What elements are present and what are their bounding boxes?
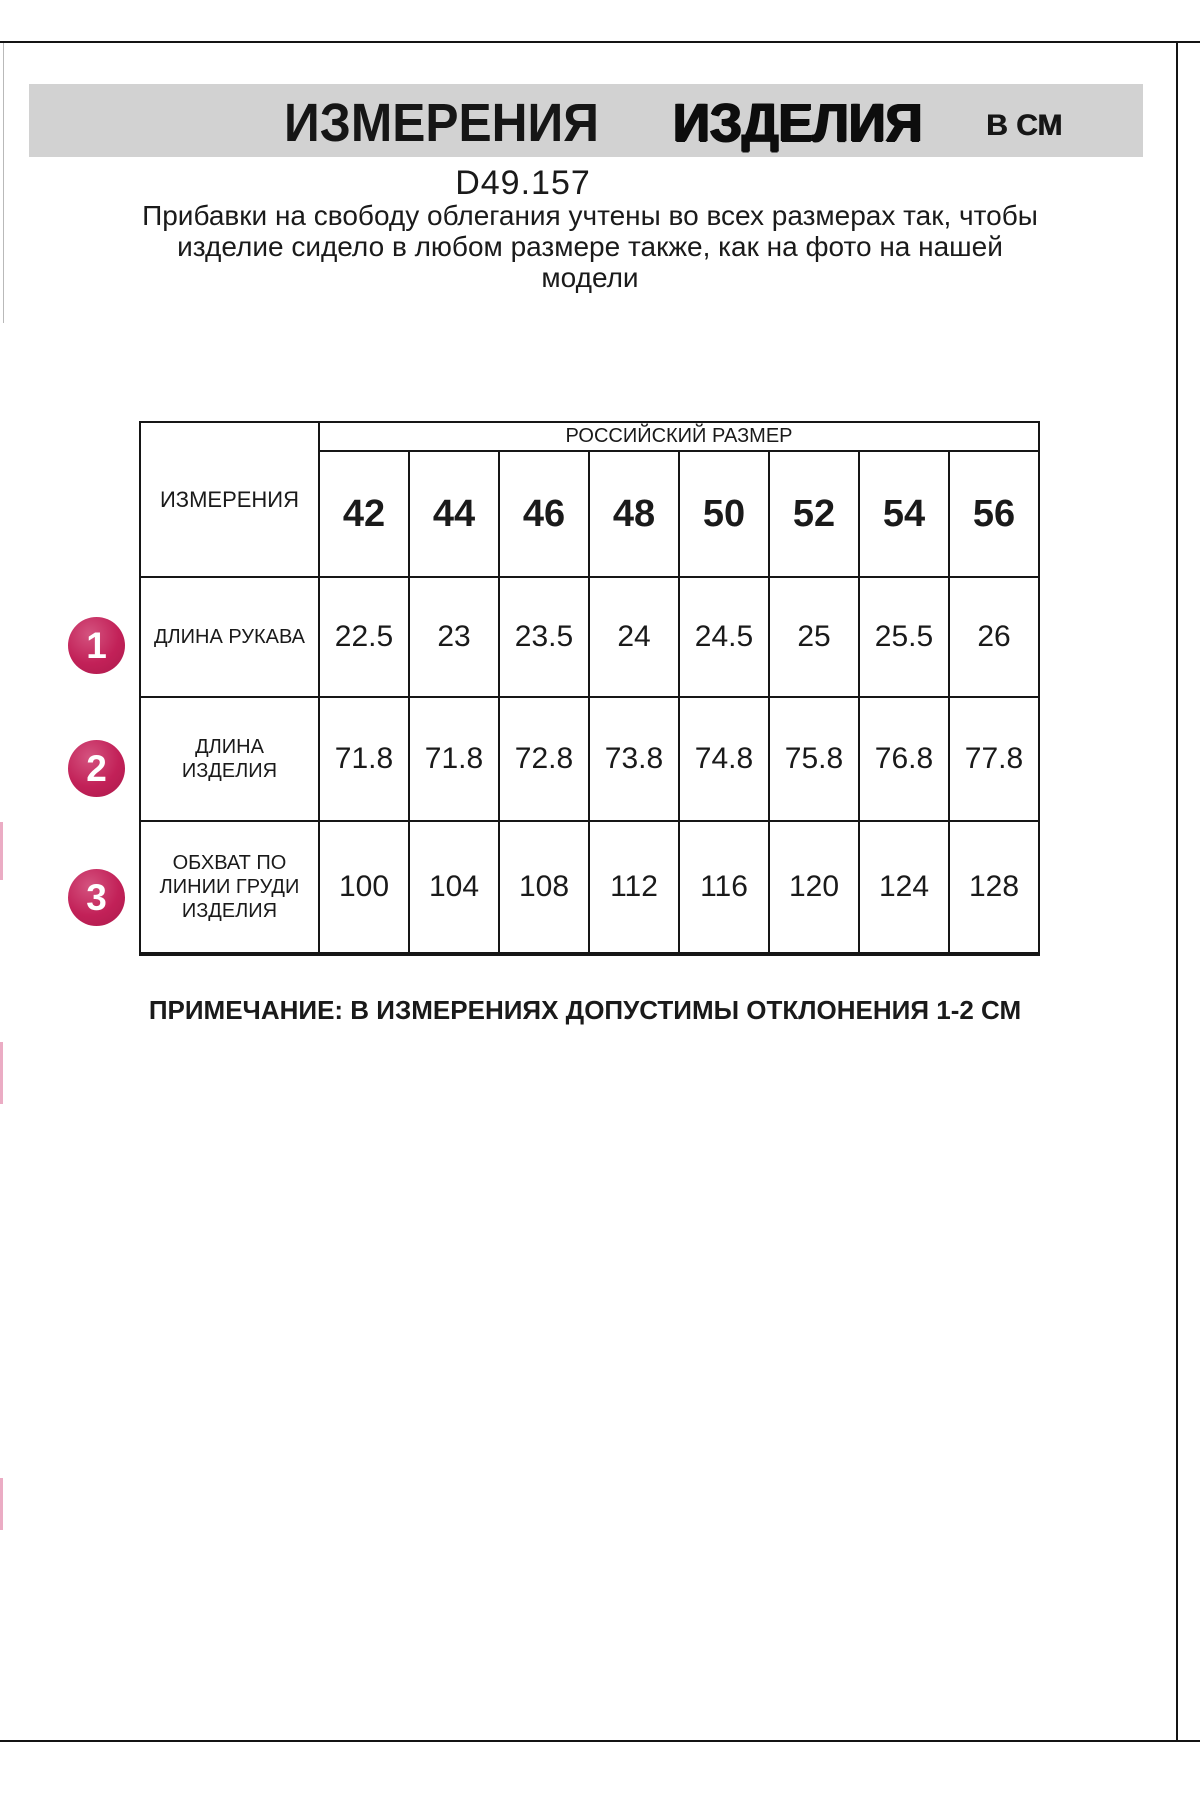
value-cell: 24.5 [678,576,770,698]
size-column-header: 54 [858,450,950,578]
value-cell: 104 [408,820,500,956]
size-column-header: 48 [588,450,680,578]
row-marker-badge-2: 2 [68,740,125,797]
value-cell: 26 [948,576,1040,698]
row-label-line: ОБХВАТ ПО [172,852,287,874]
value-cell: 77.8 [948,696,1040,822]
description-line: Прибавки на свободу облегания учтены во … [142,200,1038,231]
value-cell: 120 [768,820,860,956]
size-column-header: 50 [678,450,770,578]
value-cell: 25.5 [858,576,950,698]
page-border-bottom [0,1740,1200,1742]
value-cell: 71.8 [318,696,410,822]
value-cell: 72.8 [498,696,590,822]
table-group-header-row: ИЗМЕРЕНИЯ РОССИЙСКИЙ РАЗМЕР [139,421,1040,578]
description-line: модели [541,262,639,293]
value-cell: 112 [588,820,680,956]
measurement-row-chest-girth: ОБХВАТ ПО ЛИНИИ ГРУДИ ИЗДЕЛИЯ 100 104 10… [139,820,1040,956]
fit-description: Прибавки на свободу облегания учтены во … [140,200,1040,293]
model-code: D49.157 [455,164,591,202]
title-banner: ИЗМЕРЕНИЯ ИЗДЕЛИЯ В СМ [29,84,1143,157]
scan-artifact [0,822,3,880]
value-cell: 22.5 [318,576,410,698]
row-label-line: ИЗДЕЛИЯ [181,760,278,782]
value-cell: 73.8 [588,696,680,822]
value-cell: 108 [498,820,590,956]
value-cell: 74.8 [678,696,770,822]
description-line: изделие сидело в любом размере также, ка… [177,231,1003,262]
size-column-header: 42 [318,450,410,578]
value-cell: 23.5 [498,576,590,698]
row-label-line: ДЛИНА РУКАВА [154,626,305,648]
value-cell: 128 [948,820,1040,956]
corner-header-cell: ИЗМЕРЕНИЯ [139,421,320,578]
page-border-top [0,41,1200,43]
page-border-right [1176,41,1178,1742]
page-title-measurements: ИЗМЕРЕНИЯ [284,93,599,153]
measurement-row-sleeve-length: ДЛИНА РУКАВА 22.5 23 23.5 24 24.5 25 25.… [139,576,1040,698]
row-label-line: ДЛИНА [195,736,264,758]
page-border-left [3,43,4,323]
size-column-header: 56 [948,450,1040,578]
value-cell: 76.8 [858,696,950,822]
row-marker-badge-3: 3 [68,869,125,926]
size-column-header: 44 [408,450,500,578]
group-header-cell: РОССИЙСКИЙ РАЗМЕР [318,421,1040,452]
value-cell: 116 [678,820,770,956]
size-header-row: 42 44 46 48 50 52 54 56 [140,450,1040,578]
value-cell: 25 [768,576,860,698]
row-label-line: ИЗДЕЛИЯ [181,900,278,922]
scan-artifact [0,1478,3,1530]
measurement-row-garment-length: ДЛИНА ИЗДЕЛИЯ 71.8 71.8 72.8 73.8 74.8 7… [139,696,1040,822]
value-cell: 71.8 [408,696,500,822]
row-label-cell: ОБХВАТ ПО ЛИНИИ ГРУДИ ИЗДЕЛИЯ [139,820,320,956]
value-cell: 23 [408,576,500,698]
row-marker-badge-1: 1 [68,617,125,674]
value-cell: 100 [318,820,410,956]
value-cell: 124 [858,820,950,956]
page-title-product: ИЗДЕЛИЯ [673,93,923,153]
value-cell: 75.8 [768,696,860,822]
size-table: ИЗМЕРЕНИЯ РОССИЙСКИЙ РАЗМЕР 42 44 46 48 … [139,421,1040,956]
size-column-header: 46 [498,450,590,578]
page-title-unit: В СМ [986,109,1063,142]
row-label-line: ЛИНИИ ГРУДИ [159,876,300,898]
footnote: ПРИМЕЧАНИЕ: В ИЗМЕРЕНИЯХ ДОПУСТИМЫ ОТКЛО… [148,995,1022,1025]
row-label-cell: ДЛИНА РУКАВА [139,576,320,698]
row-label-cell: ДЛИНА ИЗДЕЛИЯ [139,696,320,822]
size-column-header: 52 [768,450,860,578]
value-cell: 24 [588,576,680,698]
scan-artifact [0,1042,3,1104]
